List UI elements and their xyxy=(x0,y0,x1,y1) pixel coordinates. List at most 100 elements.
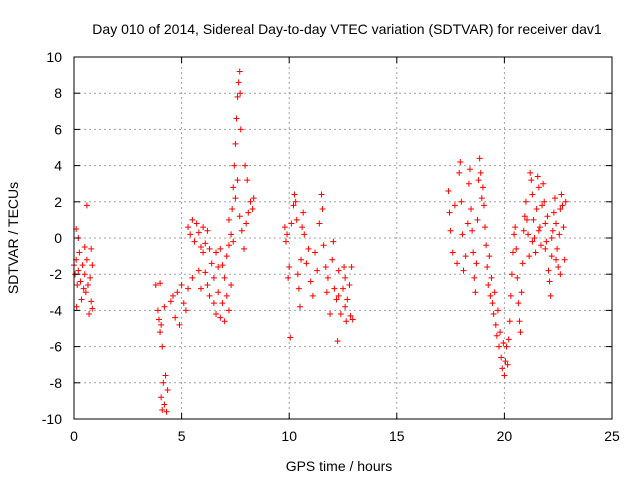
data-point xyxy=(158,394,165,401)
data-point xyxy=(309,292,316,299)
data-point xyxy=(89,262,96,269)
data-point xyxy=(154,307,161,314)
data-point xyxy=(504,361,511,368)
data-point xyxy=(537,242,544,249)
y-tick-label: -6 xyxy=(50,339,63,355)
data-point xyxy=(521,213,528,220)
data-point xyxy=(536,224,543,231)
axis-ticks xyxy=(73,56,613,420)
data-point xyxy=(517,329,524,336)
data-point xyxy=(484,263,491,270)
data-point xyxy=(534,173,541,180)
data-point xyxy=(286,263,293,270)
data-point xyxy=(472,289,479,296)
data-point xyxy=(86,311,93,318)
data-point xyxy=(74,282,81,289)
data-point xyxy=(545,267,552,274)
data-point xyxy=(219,300,226,307)
data-point xyxy=(346,282,353,289)
data-point xyxy=(88,245,95,252)
data-point xyxy=(515,300,522,307)
data-point xyxy=(470,249,477,256)
data-point xyxy=(215,289,222,296)
data-point xyxy=(480,202,487,209)
data-point xyxy=(159,406,166,413)
data-point xyxy=(292,198,299,205)
x-tick-label: 15 xyxy=(389,428,405,444)
data-point xyxy=(562,198,569,205)
x-tick-labels: 0 5 10 15 20 25 xyxy=(70,428,620,444)
data-point xyxy=(560,224,567,231)
data-point xyxy=(548,235,555,241)
data-point xyxy=(161,401,168,408)
data-point xyxy=(187,231,194,238)
data-point xyxy=(507,292,514,299)
data-point xyxy=(550,209,557,216)
data-point xyxy=(542,220,549,227)
data-point xyxy=(347,312,354,319)
chart-title: Day 010 of 2014, Sidereal Day-to-day VTE… xyxy=(92,21,602,37)
data-point xyxy=(500,339,507,346)
data-point xyxy=(499,365,506,372)
data-point xyxy=(535,184,542,191)
data-point xyxy=(511,231,518,238)
data-point xyxy=(206,292,213,299)
data-point xyxy=(502,358,509,365)
data-point xyxy=(528,177,535,184)
data-point xyxy=(506,318,513,325)
data-point xyxy=(505,336,512,343)
data-point xyxy=(483,242,490,249)
data-point xyxy=(335,292,342,299)
data-point xyxy=(78,296,85,303)
data-point xyxy=(232,195,239,202)
data-point xyxy=(169,292,176,299)
data-point xyxy=(301,231,308,238)
data-point xyxy=(217,245,224,252)
data-point xyxy=(526,253,533,260)
data-point xyxy=(466,166,473,173)
data-point xyxy=(221,274,228,281)
data-point xyxy=(525,231,532,238)
data-point xyxy=(531,235,538,241)
data-point xyxy=(462,253,469,260)
data-point xyxy=(532,249,539,256)
data-point xyxy=(193,220,200,227)
data-point xyxy=(527,169,534,176)
data-point xyxy=(237,126,244,133)
data-point xyxy=(523,216,530,223)
data-point xyxy=(284,231,291,238)
data-point xyxy=(510,249,517,256)
data-point xyxy=(542,245,549,252)
data-point xyxy=(217,314,224,321)
data-point xyxy=(465,180,472,187)
data-point xyxy=(349,316,356,323)
y-tick-label: 10 xyxy=(46,49,62,65)
data-point xyxy=(451,202,458,209)
data-point xyxy=(476,155,483,162)
data-point xyxy=(305,245,312,252)
y-tick-labels: -10 -8 -6 -4 -2 0 2 4 6 8 10 xyxy=(42,49,62,427)
data-point xyxy=(156,316,163,323)
data-point xyxy=(479,184,486,191)
data-point xyxy=(176,321,183,328)
data-point xyxy=(553,256,560,263)
data-point xyxy=(189,274,196,281)
data-point xyxy=(204,282,211,289)
data-point xyxy=(457,158,464,165)
data-point xyxy=(319,206,326,213)
data-point xyxy=(327,311,334,318)
data-point xyxy=(529,191,536,198)
data-point xyxy=(561,256,568,263)
data-point xyxy=(307,278,314,285)
data-point xyxy=(244,177,251,184)
data-point xyxy=(323,289,330,296)
data-point xyxy=(474,216,481,223)
data-point xyxy=(87,274,94,281)
data-point xyxy=(75,267,82,274)
data-point xyxy=(557,271,564,278)
data-point xyxy=(468,206,475,213)
data-point xyxy=(340,285,346,292)
data-point xyxy=(236,213,243,220)
data-point xyxy=(556,231,563,238)
